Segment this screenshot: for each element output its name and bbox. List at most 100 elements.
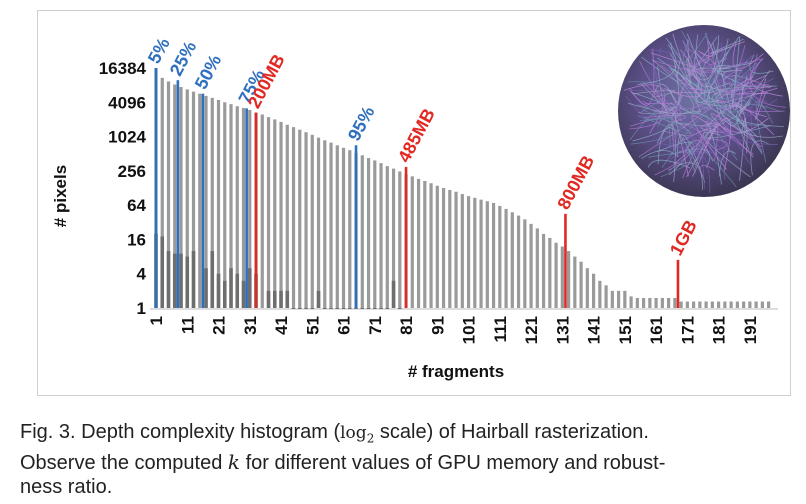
histogram-bar <box>535 228 539 308</box>
x-tick-label: 151 <box>616 316 635 344</box>
low-series-bar <box>297 308 302 309</box>
histogram-bar <box>423 180 427 308</box>
low-series-bar <box>247 268 252 308</box>
low-series-bar <box>372 308 377 309</box>
histogram-bar <box>679 301 683 308</box>
histogram-bar <box>348 150 352 308</box>
histogram-bar <box>479 199 483 308</box>
histogram-bar <box>566 251 571 308</box>
hair-strands <box>623 30 787 194</box>
x-tick-label: 81 <box>397 316 416 335</box>
low-series-bar <box>166 251 171 308</box>
low-series-bar <box>235 273 240 308</box>
y-tick-label: 256 <box>118 162 146 181</box>
low-series-bar <box>322 308 327 309</box>
histogram-bar <box>742 301 746 308</box>
x-tick-label: 41 <box>272 316 291 335</box>
histogram-bar <box>573 256 577 308</box>
low-series-bar <box>229 268 233 308</box>
histogram-bar <box>191 91 196 308</box>
x-tick-label: 161 <box>647 316 666 344</box>
marker-line <box>354 145 358 308</box>
x-axis-title: # fragments <box>408 362 504 381</box>
x-tick-label: 121 <box>522 316 541 344</box>
x-tick-label: 111 <box>491 316 510 343</box>
histogram-bar <box>560 246 564 308</box>
marker-label: 50% <box>191 51 226 92</box>
y-tick-label: 1 <box>137 299 146 318</box>
low-series-bar <box>379 308 383 309</box>
x-tick-label: 191 <box>741 316 760 344</box>
caption-middle: scale) of Hairball rasterization. <box>374 421 649 443</box>
histogram-bar <box>235 106 239 308</box>
marker-label: 95% <box>344 103 379 144</box>
x-tick-label: 131 <box>553 316 572 344</box>
caption-line2-post: for different values of GPU memory and r… <box>240 452 666 475</box>
low-series-bar <box>216 273 221 308</box>
histogram-bar <box>510 212 514 308</box>
caption-line2-pre: Observe the computed <box>20 452 228 475</box>
histogram-bar <box>748 301 752 308</box>
histogram-bar <box>529 223 533 308</box>
histogram-bar <box>185 89 189 309</box>
x-tick-label: 71 <box>366 316 385 335</box>
caption-math-k: k <box>227 450 241 475</box>
histogram-bar <box>391 168 396 308</box>
histogram-bar <box>623 290 627 308</box>
marker-line <box>245 108 248 308</box>
histogram-bar <box>448 190 452 308</box>
histogram-bar <box>473 197 477 308</box>
low-series-bar <box>179 253 183 308</box>
histogram-bar <box>266 117 271 308</box>
low-series-bar <box>241 280 246 308</box>
x-tick-label: 1 <box>147 316 166 325</box>
histogram-bar <box>204 95 208 308</box>
histogram-bar <box>323 140 327 308</box>
histogram-bar <box>735 301 739 308</box>
histogram-bar <box>260 114 264 308</box>
low-series-bar <box>304 308 308 309</box>
x-tick-label: 51 <box>303 316 322 335</box>
histogram-bar <box>291 127 296 308</box>
histogram-bar <box>398 171 402 308</box>
low-series-bar <box>191 251 196 308</box>
histogram-bar <box>648 297 652 308</box>
histogram-bar <box>466 196 471 308</box>
hairball-image <box>618 25 790 197</box>
marker-line <box>176 80 180 308</box>
histogram-bar <box>229 104 233 308</box>
histogram-bar <box>641 297 646 308</box>
caption-line3: ness ratio. <box>20 476 113 499</box>
histogram-bar <box>341 147 346 308</box>
figure-panel: 5% 25% 50% 75% 200MB 95% 485MB 800MB 1GB 16384 40… <box>37 10 791 396</box>
low-series-bar <box>222 280 227 308</box>
y-tick-label: 1024 <box>108 128 146 147</box>
histogram-bar <box>685 301 689 308</box>
x-tick-label: 181 <box>710 316 729 344</box>
low-series-layer <box>154 233 402 309</box>
histogram-bar <box>435 185 439 308</box>
histogram-bar <box>179 86 183 309</box>
histogram-bar <box>310 134 314 308</box>
low-series-bar <box>272 290 277 308</box>
histogram-bar <box>198 93 202 308</box>
histogram-bar <box>729 301 733 308</box>
figure-caption: Fig. 3. Depth complexity histogram (log2… <box>20 420 800 499</box>
histogram-bar <box>335 145 339 308</box>
histogram-bar <box>410 176 414 308</box>
histogram-bar <box>635 297 639 308</box>
histogram-bar <box>548 237 552 308</box>
low-series-bar <box>316 290 321 308</box>
low-series-bar <box>341 308 346 309</box>
low-series-bar <box>347 308 352 309</box>
marker-line <box>254 112 258 309</box>
low-series-bar <box>204 268 208 308</box>
low-series-bar <box>310 308 315 309</box>
marker-line <box>676 259 680 308</box>
y-tick-label: 16384 <box>99 59 147 78</box>
bars-layer <box>154 68 771 309</box>
histogram-bar <box>429 183 433 308</box>
histogram-bar <box>541 233 546 308</box>
low-series-bar <box>160 236 165 308</box>
